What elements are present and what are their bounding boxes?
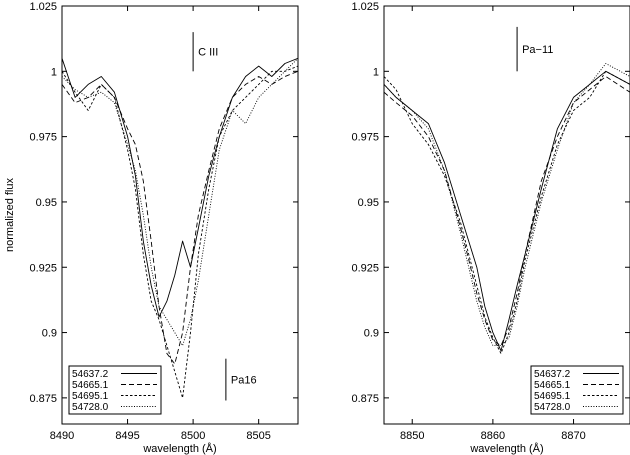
chart-panel-2: 0.875 0.9 0.925 0.95 0.975 1 1.025 8850 8860 8870…: [351, 1, 630, 455]
x-tick-label: 8860: [481, 430, 505, 442]
legend-entry-label: 54695.1: [72, 391, 109, 402]
series-line-54665.1: [62, 70, 298, 365]
y-tick-label: 0.975: [351, 132, 379, 144]
chart-panel-1: 0.875 0.9 0.925 0.95 0.975 1 1.025 8490 8495 8500…: [4, 1, 299, 455]
annotation-label: Pa−11: [522, 44, 553, 56]
series-line-54695.1: [384, 70, 630, 354]
series-line-54665.1: [384, 76, 630, 347]
plot-frame: [61, 5, 299, 425]
legend-entry-label: 54728.0: [72, 402, 109, 413]
x-axis-label: wavelength (Å): [142, 442, 216, 455]
y-tick-label: 1: [373, 66, 379, 78]
x-tick-label: 8500: [181, 430, 205, 442]
legend-entry-label: 54665.1: [534, 380, 571, 391]
y-tick-label: 0.875: [29, 393, 57, 405]
legend-entry-label: 54637.2: [534, 369, 571, 380]
y-tick-label: 1: [51, 66, 57, 78]
y-tick-label: 0.9: [42, 328, 57, 340]
legend-entry-label: 54695.1: [534, 391, 571, 402]
plot-frame: [383, 5, 630, 425]
y-tick-label: 1.025: [351, 1, 379, 13]
x-tick-label: 8505: [246, 430, 270, 442]
legend-box: [68, 365, 162, 415]
y-tick-label: 0.925: [29, 262, 57, 274]
x-tick-label: 8495: [115, 430, 139, 442]
series-line-54728.0: [62, 57, 298, 347]
x-tick-label: 8490: [50, 430, 74, 442]
x-tick-label: 8870: [561, 430, 585, 442]
legend-entry-label: 54665.1: [72, 380, 109, 391]
legend-box: [530, 365, 624, 415]
x-axis-label: wavelength (Å): [469, 442, 543, 455]
y-tick-label: 0.925: [351, 262, 379, 274]
y-tick-label: 0.95: [36, 197, 57, 209]
legend-entry-label: 54637.2: [72, 369, 109, 380]
y-tick-label: 0.875: [351, 393, 379, 405]
series-line-54637.2: [62, 57, 298, 318]
series-line-54637.2: [384, 70, 630, 352]
legend-entry-label: 54728.0: [534, 402, 571, 413]
x-tick-label: 8850: [400, 430, 424, 442]
annotation-label: C III: [198, 47, 218, 59]
series-line-54695.1: [62, 65, 298, 399]
y-tick-label: 0.9: [364, 328, 379, 340]
y-tick-label: 1.025: [29, 1, 57, 13]
annotation-label: Pa16: [231, 375, 257, 387]
y-axis-label: normalized flux: [4, 178, 16, 252]
series-line-54728.0: [384, 63, 630, 347]
y-tick-label: 0.95: [358, 197, 379, 209]
y-tick-label: 0.975: [29, 132, 57, 144]
